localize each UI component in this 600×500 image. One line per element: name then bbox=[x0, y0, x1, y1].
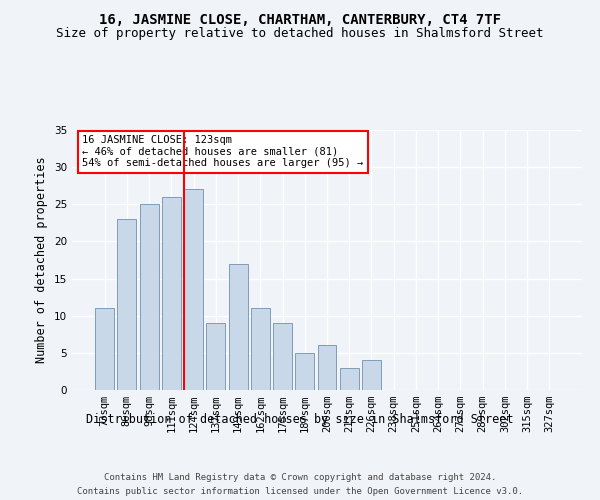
Text: 16, JASMINE CLOSE, CHARTHAM, CANTERBURY, CT4 7TF: 16, JASMINE CLOSE, CHARTHAM, CANTERBURY,… bbox=[99, 12, 501, 26]
Bar bbox=[251, 308, 270, 390]
Bar bbox=[362, 360, 381, 390]
Text: Contains public sector information licensed under the Open Government Licence v3: Contains public sector information licen… bbox=[77, 488, 523, 496]
Bar bbox=[229, 264, 248, 390]
Text: Distribution of detached houses by size in Shalmsford Street: Distribution of detached houses by size … bbox=[86, 412, 514, 426]
Bar bbox=[295, 353, 314, 390]
Bar bbox=[184, 190, 203, 390]
Bar bbox=[206, 323, 225, 390]
Bar bbox=[118, 219, 136, 390]
Text: 16 JASMINE CLOSE: 123sqm
← 46% of detached houses are smaller (81)
54% of semi-d: 16 JASMINE CLOSE: 123sqm ← 46% of detach… bbox=[82, 135, 364, 168]
Text: Contains HM Land Registry data © Crown copyright and database right 2024.: Contains HM Land Registry data © Crown c… bbox=[104, 472, 496, 482]
Bar bbox=[95, 308, 114, 390]
Bar bbox=[140, 204, 158, 390]
Bar bbox=[162, 197, 181, 390]
Y-axis label: Number of detached properties: Number of detached properties bbox=[35, 156, 49, 364]
Bar bbox=[340, 368, 359, 390]
Text: Size of property relative to detached houses in Shalmsford Street: Size of property relative to detached ho… bbox=[56, 28, 544, 40]
Bar bbox=[317, 346, 337, 390]
Bar bbox=[273, 323, 292, 390]
